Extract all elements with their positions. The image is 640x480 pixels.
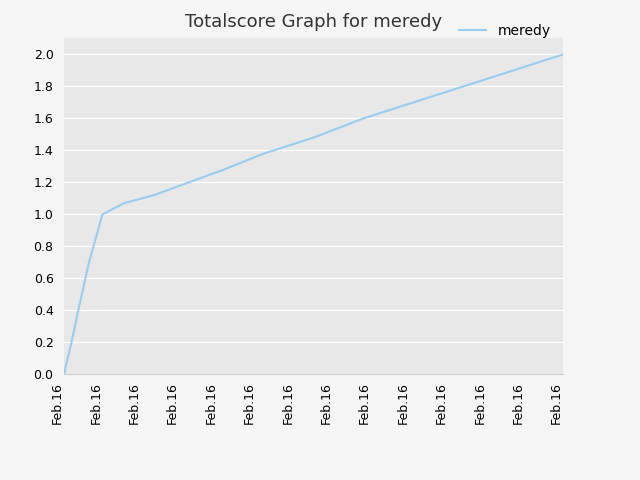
- meredy: [220, 167, 228, 172]
- meredy: [410, 99, 417, 105]
- meredy: [360, 116, 367, 121]
- meredy: [185, 180, 193, 185]
- meredy: [460, 84, 467, 89]
- meredy: [63, 360, 70, 366]
- meredy: [150, 192, 157, 198]
- meredy: [68, 339, 76, 345]
- Line: meredy: meredy: [64, 54, 563, 374]
- meredy: [559, 51, 567, 57]
- meredy: [75, 304, 83, 310]
- Legend: meredy: meredy: [453, 18, 556, 44]
- meredy: [120, 200, 128, 206]
- meredy: [509, 68, 517, 73]
- meredy: [260, 151, 268, 156]
- meredy: [85, 260, 93, 265]
- meredy: [60, 372, 68, 377]
- meredy: [310, 135, 317, 141]
- Title: Totalscore Graph for meredy: Totalscore Graph for meredy: [185, 13, 442, 31]
- meredy: [99, 212, 106, 217]
